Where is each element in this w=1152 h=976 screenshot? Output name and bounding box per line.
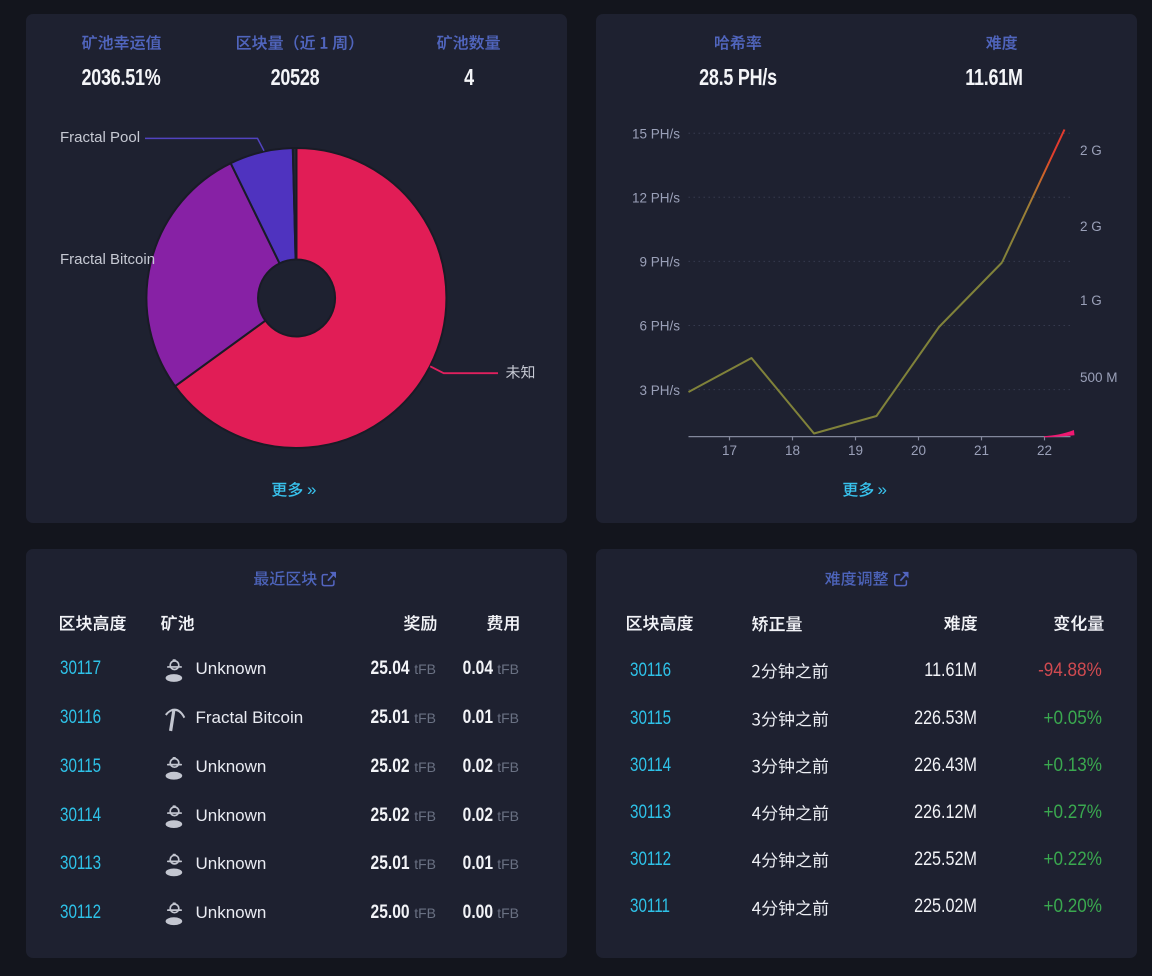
svg-text:6 PH/s: 6 PH/s <box>639 319 680 334</box>
svg-text:19: 19 <box>848 443 863 458</box>
svg-text:3 PH/s: 3 PH/s <box>639 383 680 398</box>
svg-text:2 G: 2 G <box>1080 219 1102 234</box>
svg-text:12 PH/s: 12 PH/s <box>632 191 680 206</box>
svg-text:9 PH/s: 9 PH/s <box>639 255 680 270</box>
svg-text:17: 17 <box>722 443 737 458</box>
svg-text:15 PH/s: 15 PH/s <box>632 126 680 141</box>
svg-text:21: 21 <box>974 443 989 458</box>
svg-text:500 M: 500 M <box>1080 370 1118 385</box>
svg-text:18: 18 <box>785 443 800 458</box>
svg-text:2 G: 2 G <box>1080 143 1102 158</box>
svg-text:1 G: 1 G <box>1080 293 1102 308</box>
svg-text:22: 22 <box>1037 443 1052 458</box>
svg-text:20: 20 <box>911 443 926 458</box>
